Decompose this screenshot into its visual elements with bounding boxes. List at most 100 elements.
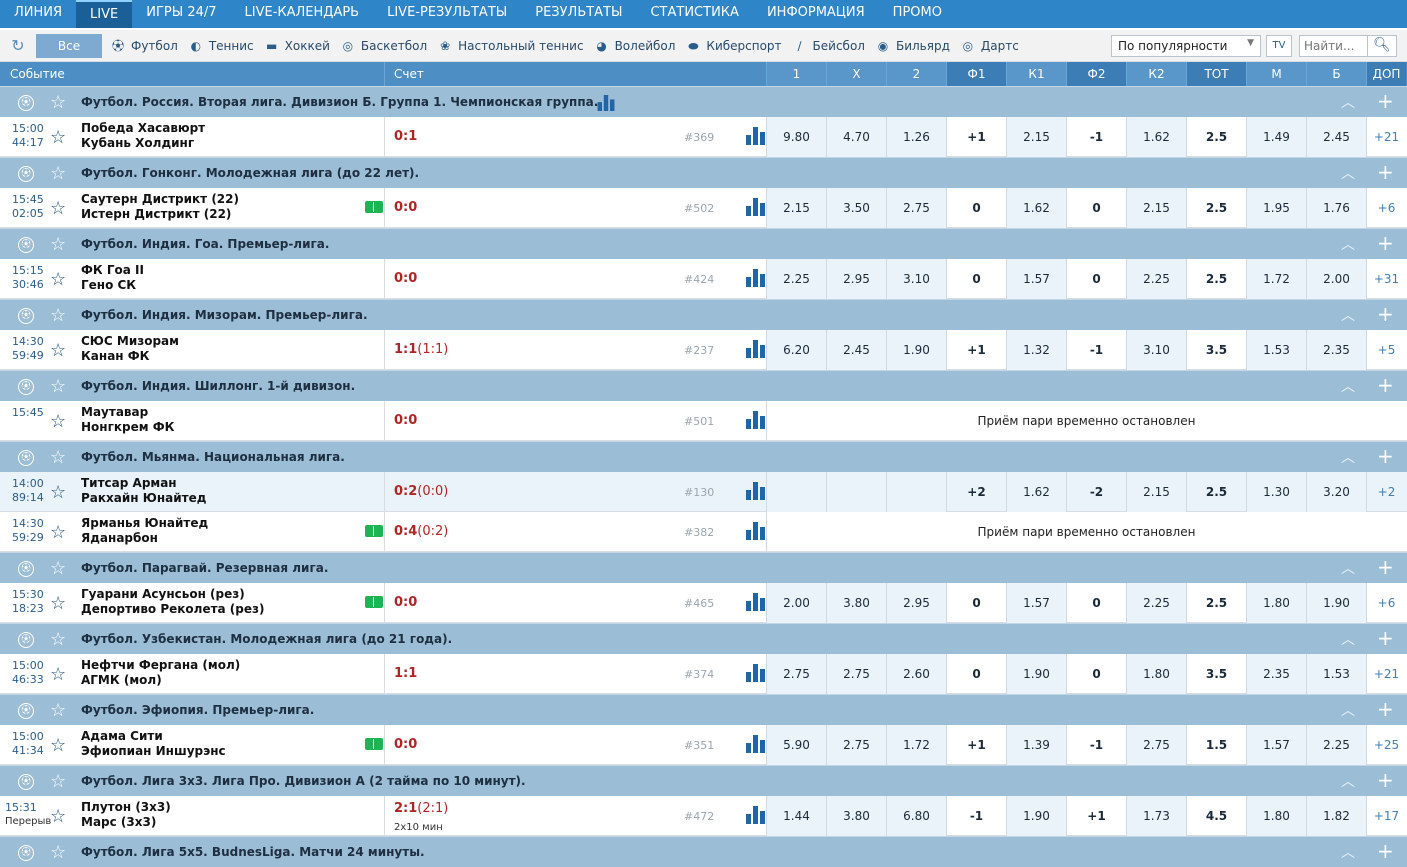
favorite-star-icon[interactable]: ☆ — [50, 411, 67, 432]
nav-tab-8[interactable]: ПРОМО — [892, 5, 942, 20]
tv-icon[interactable]: TV — [1266, 35, 1292, 57]
collapse-chevron-icon[interactable]: ︿ — [1341, 450, 1355, 466]
all-sports-button[interactable]: Все — [36, 33, 102, 58]
teams[interactable]: Адама Сити Эфиопиан Иншурэнс — [81, 729, 226, 759]
odds-cell-2[interactable]: 1.72 — [886, 725, 946, 765]
sport-tab-5[interactable]: ◕ Волейбол — [594, 38, 675, 54]
odds-cell-ТОТ[interactable]: 2.5 — [1186, 583, 1246, 623]
nav-tab-5[interactable]: РЕЗУЛЬТАТЫ — [535, 5, 623, 20]
favorite-star-icon[interactable]: ☆ — [50, 305, 67, 326]
sport-tab-0[interactable]: ⚽︎ Футбол — [110, 38, 178, 54]
teams[interactable]: Саутерн Дистрикт (22) Истерн Дистрикт (22… — [81, 192, 239, 222]
stats-icon[interactable] — [746, 735, 765, 753]
stats-icon[interactable] — [597, 95, 615, 111]
collapse-chevron-icon[interactable]: ︿ — [1341, 632, 1355, 648]
collapse-chevron-icon[interactable]: ︿ — [1341, 703, 1355, 719]
odds-cell-К2[interactable]: 2.15 — [1126, 188, 1186, 228]
favorite-star-icon[interactable]: ☆ — [50, 842, 67, 863]
odds-cell-М[interactable]: 1.72 — [1246, 259, 1306, 299]
odds-cell-М[interactable]: 1.95 — [1246, 188, 1306, 228]
collapse-chevron-icon[interactable]: ︿ — [1341, 561, 1355, 577]
nav-tab-1[interactable]: LIVE — [76, 0, 133, 28]
odds-cell-К2[interactable]: 1.73 — [1126, 796, 1186, 836]
odds-cell-К2[interactable]: 1.80 — [1126, 654, 1186, 694]
odds-cell-Ф2[interactable]: -1 — [1066, 725, 1126, 765]
odds-cell-2[interactable]: 2.75 — [886, 188, 946, 228]
favorite-star-icon[interactable]: ☆ — [50, 198, 67, 219]
odds-cell-1[interactable]: 2.25 — [766, 259, 826, 299]
odds-cell-Ф1[interactable]: +2 — [946, 472, 1006, 512]
expand-plus-icon[interactable]: + — [1377, 697, 1394, 721]
odds-cell-ТОТ[interactable]: 2.5 — [1186, 472, 1246, 512]
match-row[interactable]: 15:00 41:34 ☆ Адама Сити Эфиопиан Иншурэнс 0:… — [0, 725, 1407, 765]
match-row[interactable]: 15:00 46:33 ☆ Нефтчи Фергана (мол) АГМК (мол… — [0, 654, 1407, 694]
odds-cell-Ф1[interactable]: 0 — [946, 188, 1006, 228]
sport-tab-2[interactable]: ▬ Хоккей — [264, 38, 330, 54]
odds-cell-ТОТ[interactable]: 3.5 — [1186, 654, 1246, 694]
odds-cell-К1[interactable]: 1.39 — [1006, 725, 1066, 765]
odds-cell-Ф1[interactable]: +1 — [946, 725, 1006, 765]
odds-cell-X[interactable]: 2.75 — [826, 654, 886, 694]
odds-cell-Б[interactable]: 3.20 — [1306, 472, 1366, 512]
match-row[interactable]: 15:31 Перерыв ☆ Плутон (3х3) Марс (3х3) 2:1(2… — [0, 796, 1407, 836]
odds-cell-К2[interactable]: 2.15 — [1126, 472, 1186, 512]
favorite-star-icon[interactable]: ☆ — [50, 664, 67, 685]
nav-tab-2[interactable]: ИГРЫ 24/7 — [146, 5, 217, 20]
stats-icon[interactable] — [746, 127, 765, 145]
expand-plus-icon[interactable]: + — [1377, 444, 1394, 468]
favorite-star-icon[interactable]: ☆ — [50, 269, 67, 290]
odds-cell-Б[interactable]: 1.90 — [1306, 583, 1366, 623]
collapse-chevron-icon[interactable]: ︿ — [1341, 166, 1355, 182]
odds-cell-ДОП[interactable]: +21 — [1366, 654, 1406, 694]
stats-icon[interactable] — [746, 340, 765, 358]
odds-cell-Ф2[interactable]: -1 — [1066, 330, 1126, 370]
match-row[interactable]: 14:30 59:49 ☆ СЮС Мизорам Канан ФК 1:1(1:1) #2… — [0, 330, 1407, 370]
sport-tab-1[interactable]: ◐ Теннис — [188, 38, 254, 54]
odds-cell-ТОТ[interactable]: 4.5 — [1186, 796, 1246, 836]
odds-cell-Ф1[interactable]: +1 — [946, 330, 1006, 370]
nav-tab-4[interactable]: LIVE-РЕЗУЛЬТАТЫ — [387, 5, 508, 20]
odds-cell-ДОП[interactable]: +6 — [1366, 583, 1406, 623]
odds-cell-2[interactable]: 6.80 — [886, 796, 946, 836]
odds-cell-Б[interactable]: 2.25 — [1306, 725, 1366, 765]
odds-cell-К1[interactable]: 1.57 — [1006, 583, 1066, 623]
teams[interactable]: Плутон (3х3) Марс (3х3) — [81, 800, 171, 830]
odds-cell-2[interactable]: 2.60 — [886, 654, 946, 694]
sport-tab-9[interactable]: ◎ Дартс — [960, 38, 1019, 54]
match-row[interactable]: 15:15 30:46 ☆ ФК Гоа II Гено СК 0:0 #424 2.25 2.… — [0, 259, 1407, 299]
odds-cell-М[interactable]: 1.53 — [1246, 330, 1306, 370]
odds-cell-X[interactable]: 3.80 — [826, 583, 886, 623]
odds-cell-1[interactable]: 9.80 — [766, 117, 826, 157]
odds-cell-ТОТ[interactable]: 3.5 — [1186, 330, 1246, 370]
odds-cell-Б[interactable]: 1.76 — [1306, 188, 1366, 228]
odds-cell-ДОП[interactable]: +6 — [1366, 188, 1406, 228]
odds-cell-Б[interactable]: 1.82 — [1306, 796, 1366, 836]
odds-cell-К2[interactable]: 2.75 — [1126, 725, 1186, 765]
stats-icon[interactable] — [746, 593, 765, 611]
odds-cell-М[interactable]: 1.57 — [1246, 725, 1306, 765]
match-row[interactable]: 14:00 89:14 ☆ Титсар Арман Ракхайн Юнайтед 0:… — [0, 472, 1407, 512]
odds-cell-2[interactable]: 2.95 — [886, 583, 946, 623]
sport-tab-3[interactable]: ◎ Баскетбол — [340, 38, 427, 54]
odds-cell-ДОП[interactable]: +2 — [1366, 472, 1406, 512]
collapse-chevron-icon[interactable]: ︿ — [1341, 845, 1355, 861]
expand-plus-icon[interactable]: + — [1377, 839, 1394, 863]
favorite-star-icon[interactable]: ☆ — [50, 700, 67, 721]
odds-cell-К2[interactable]: 2.25 — [1126, 583, 1186, 623]
favorite-star-icon[interactable]: ☆ — [50, 735, 67, 756]
odds-cell-Ф1[interactable]: 0 — [946, 583, 1006, 623]
match-row[interactable]: 15:45 02:05 ☆ Саутерн Дистрикт (22) Истерн Д… — [0, 188, 1407, 228]
favorite-star-icon[interactable]: ☆ — [50, 806, 67, 827]
odds-cell-ТОТ[interactable]: 2.5 — [1186, 117, 1246, 157]
collapse-chevron-icon[interactable]: ︿ — [1341, 774, 1355, 790]
favorite-star-icon[interactable]: ☆ — [50, 558, 67, 579]
odds-cell-Ф1[interactable]: -1 — [946, 796, 1006, 836]
favorite-star-icon[interactable]: ☆ — [50, 163, 67, 184]
odds-cell-Ф2[interactable]: 0 — [1066, 259, 1126, 299]
odds-cell-К1[interactable]: 1.57 — [1006, 259, 1066, 299]
search-input[interactable] — [1299, 35, 1367, 57]
odds-cell-1[interactable]: 2.15 — [766, 188, 826, 228]
collapse-chevron-icon[interactable]: ︿ — [1341, 308, 1355, 324]
refresh-icon[interactable]: ↻ — [11, 35, 25, 55]
sort-select[interactable]: По популярности ▼ — [1111, 35, 1261, 57]
